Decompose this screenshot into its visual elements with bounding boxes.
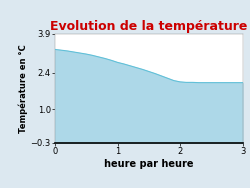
Title: Evolution de la température: Evolution de la température [50, 20, 248, 33]
Y-axis label: Température en °C: Température en °C [18, 44, 28, 133]
X-axis label: heure par heure: heure par heure [104, 159, 194, 169]
